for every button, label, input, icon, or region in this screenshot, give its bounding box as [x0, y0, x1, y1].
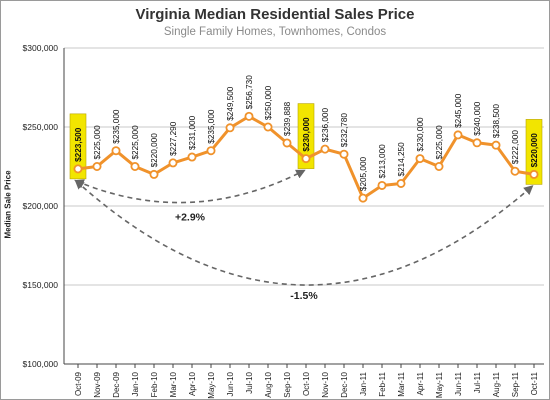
y-tick-label: $300,000	[23, 43, 59, 53]
x-tick-label: Jul-11	[473, 371, 482, 393]
data-point	[92, 161, 102, 171]
data-point	[130, 161, 140, 171]
data-label: $222,000	[511, 130, 520, 165]
y-tick-label: $150,000	[23, 280, 59, 290]
x-tick-label: Feb-11	[378, 371, 387, 396]
data-label: $240,000	[473, 101, 482, 136]
x-tick-label: Nov-09	[93, 371, 102, 397]
data-point	[225, 123, 235, 133]
data-point	[510, 166, 520, 176]
data-label: $239,888	[283, 101, 292, 136]
y-tick-label: $250,000	[23, 122, 59, 132]
data-point	[282, 138, 292, 148]
data-label: $232,780	[340, 113, 349, 148]
data-point	[244, 111, 254, 121]
x-tick-label: Dec-09	[112, 371, 121, 397]
x-tick-label: Oct-09	[74, 371, 83, 396]
x-tick-label: Jan-10	[131, 371, 140, 396]
data-label: $205,000	[359, 157, 368, 192]
data-label: $250,000	[264, 85, 273, 120]
x-tick-label: Nov-10	[321, 371, 330, 397]
x-tick-label: Jul-10	[245, 371, 254, 393]
x-tick-label: Oct-11	[530, 371, 539, 395]
x-tick-label: Sep-11	[511, 371, 520, 397]
data-label: $236,000	[321, 108, 330, 143]
data-point	[453, 130, 463, 140]
chart-title: Virginia Median Residential Sales Price	[135, 6, 415, 23]
x-tick-label: Apr-11	[416, 371, 425, 395]
data-point	[472, 138, 482, 148]
x-tick-label: Feb-10	[150, 371, 159, 397]
data-point	[263, 122, 273, 132]
data-label: $225,000	[435, 125, 444, 160]
x-tick-label: Mar-11	[397, 371, 406, 396]
data-point	[73, 164, 83, 174]
data-point	[339, 149, 349, 159]
data-label: $256,730	[245, 75, 254, 110]
x-tick-label: May-11	[435, 371, 444, 398]
data-label: $223,500	[74, 127, 83, 162]
x-tick-label: Dec-10	[340, 371, 349, 397]
annotation-arrow	[74, 179, 534, 286]
data-label: $214,250	[397, 142, 406, 177]
data-point	[149, 169, 159, 179]
data-label: $230,000	[302, 117, 311, 152]
data-point	[206, 146, 216, 156]
data-label: $213,000	[378, 144, 387, 179]
x-tick-label: Jan-11	[359, 371, 368, 395]
data-point	[301, 154, 311, 164]
data-label: $235,000	[112, 109, 121, 144]
data-label: $225,000	[131, 125, 140, 160]
data-label: $230,000	[416, 117, 425, 152]
data-label: $238,500	[492, 104, 501, 139]
highlight-box	[297, 103, 315, 169]
data-label: $245,000	[454, 93, 463, 128]
y-tick-label: $100,000	[23, 359, 59, 369]
data-point	[111, 146, 121, 156]
y-tick-label: $200,000	[23, 201, 59, 211]
chart-subtitle: Single Family Homes, Townhomes, Condos	[163, 26, 387, 38]
x-tick-label: Aug-10	[264, 371, 273, 397]
x-tick-label: Aug-11	[492, 371, 501, 397]
data-label: $225,000	[93, 125, 102, 160]
data-label: $249,500	[226, 86, 235, 121]
data-point	[434, 161, 444, 171]
data-point	[358, 193, 368, 203]
data-label: $227,290	[169, 121, 178, 156]
data-point	[396, 178, 406, 188]
data-label: $220,000	[150, 133, 159, 168]
data-point	[415, 154, 425, 164]
x-tick-label: Jun-11	[454, 371, 463, 395]
x-tick-label: Sep-10	[283, 371, 292, 397]
x-tick-label: Jun-10	[226, 371, 235, 396]
x-tick-label: Oct-10	[302, 371, 311, 396]
data-label: $231,000	[188, 115, 197, 150]
data-point	[320, 144, 330, 154]
data-point	[529, 169, 539, 179]
data-label: $220,000	[530, 133, 539, 168]
x-tick-label: Apr-10	[188, 371, 197, 396]
data-point	[377, 180, 387, 190]
annotation-label: +2.9%	[175, 211, 206, 223]
data-point	[187, 152, 197, 162]
x-tick-label: May-10	[207, 371, 216, 398]
highlight-box	[525, 119, 543, 185]
x-tick-label: Mar-10	[169, 371, 178, 397]
data-point	[168, 158, 178, 168]
data-point	[491, 140, 501, 150]
annotation-arrow	[74, 169, 306, 204]
annotation-label: -1.5%	[290, 290, 318, 302]
data-label: $235,000	[207, 109, 216, 144]
